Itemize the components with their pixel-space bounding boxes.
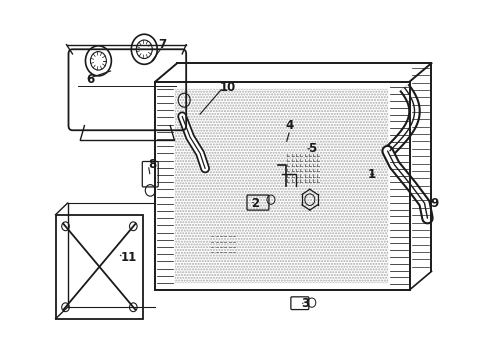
Bar: [155, 82, 410, 290]
Bar: [55, 215, 143, 319]
Text: 8: 8: [148, 158, 156, 171]
Text: 5: 5: [308, 142, 316, 155]
Text: 9: 9: [430, 197, 439, 210]
Text: 7: 7: [158, 38, 166, 51]
Text: 11: 11: [120, 251, 136, 264]
Bar: [175, 89, 388, 283]
Text: 3: 3: [301, 297, 309, 310]
Text: 1: 1: [368, 168, 376, 181]
Text: 10: 10: [220, 81, 236, 94]
Text: 2: 2: [251, 197, 259, 210]
Text: 4: 4: [286, 119, 294, 132]
Text: 6: 6: [86, 73, 95, 86]
